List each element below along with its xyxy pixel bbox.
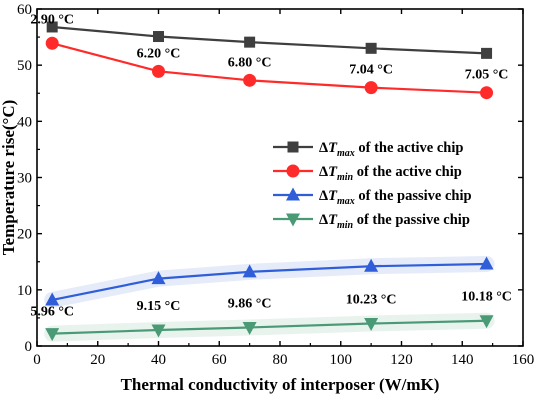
legend-marker-active_max xyxy=(287,141,299,153)
x-tick-label: 80 xyxy=(273,352,288,368)
y-axis-title: Temperature rise(°C) xyxy=(0,100,18,256)
x-axis-title: Thermal conductivity of interposer (W/mK… xyxy=(121,375,440,394)
data-point-passive_max xyxy=(242,264,257,278)
legend: ΔTmax of the active chip ΔTmin of the act… xyxy=(273,140,472,231)
passive-gap-label: 9.86 °C xyxy=(228,296,272,311)
x-tick-label: 160 xyxy=(512,352,535,368)
legend-marker-passive_max xyxy=(286,187,300,201)
legend-label-passive_min: ΔTmin of the passive chip xyxy=(319,212,470,231)
legend-label-active_min: ΔTmin of the active chip xyxy=(319,164,462,183)
active-gap-label: 7.05 °C xyxy=(465,68,509,83)
y-tick-label: 10 xyxy=(17,283,32,299)
legend-label-active_max: ΔTmax of the active chip xyxy=(319,140,463,159)
y-tick-label: 60 xyxy=(17,2,32,18)
y-tick-label: 30 xyxy=(17,171,32,187)
axes: 0 20 40 60 80 100 120 140 160 0 10 20 30 40 50 60 Therma… xyxy=(0,2,534,394)
series-markers xyxy=(45,21,494,342)
x-tick-label: 40 xyxy=(151,352,166,368)
data-point-active_max xyxy=(46,21,58,33)
data-point-active_min xyxy=(480,86,494,100)
gap-annotations: 2.90 °C 6.20 °C 6.80 °C 7.04 °C 7.05 °C 5.96 … xyxy=(30,12,512,319)
band-passive_max xyxy=(44,255,495,308)
data-point-passive_min xyxy=(151,324,166,338)
active-gap-label: 6.20 °C xyxy=(137,46,181,61)
y-tick-label: 50 xyxy=(17,58,32,74)
passive-gap-label: 10.23 °C xyxy=(346,293,397,308)
data-point-passive_max xyxy=(45,292,60,306)
x-tick-label: 60 xyxy=(212,352,227,368)
data-point-active_max xyxy=(153,31,164,43)
series-lines xyxy=(51,25,487,335)
legend-marker-passive_min xyxy=(286,213,300,227)
x-tick-label: 0 xyxy=(33,352,41,368)
data-point-active_min xyxy=(152,64,165,78)
x-tick-label: 100 xyxy=(330,352,353,368)
passive-gap-label: 5.96 °C xyxy=(30,305,74,320)
legend-marker-active_min xyxy=(286,164,300,178)
data-point-active_min xyxy=(243,73,257,87)
data-point-active_min xyxy=(45,36,59,50)
data-point-passive_min xyxy=(45,328,60,342)
data-point-passive_min xyxy=(364,318,379,332)
series-line-active_max xyxy=(52,25,487,55)
data-point-active_max xyxy=(244,36,256,48)
y-tick-label: 0 xyxy=(25,339,33,355)
data-point-passive_min xyxy=(479,315,494,329)
data-point-passive_max xyxy=(364,258,379,272)
y-tick-label: 20 xyxy=(17,227,32,243)
data-point-passive_max xyxy=(479,256,494,270)
legend-label-passive_max: ΔTmax of the passive chip xyxy=(319,188,472,207)
active-gap-label: 7.04 °C xyxy=(349,63,393,78)
x-tick-label: 120 xyxy=(390,352,413,368)
active-gap-label: 6.80 °C xyxy=(228,55,272,70)
y-tick-label: 40 xyxy=(17,114,32,130)
data-point-passive_min xyxy=(242,321,257,335)
active-gap-label: 2.90 °C xyxy=(30,12,74,27)
data-point-active_max xyxy=(481,47,493,59)
data-point-passive_max xyxy=(151,271,166,285)
passive-gap-label: 10.18 °C xyxy=(461,290,512,305)
data-point-active_min xyxy=(364,81,378,95)
data-point-active_max xyxy=(365,42,377,54)
x-tick-label: 20 xyxy=(90,352,105,368)
passive-gap-label: 9.15 °C xyxy=(137,299,181,314)
x-tick-label: 140 xyxy=(451,352,474,368)
